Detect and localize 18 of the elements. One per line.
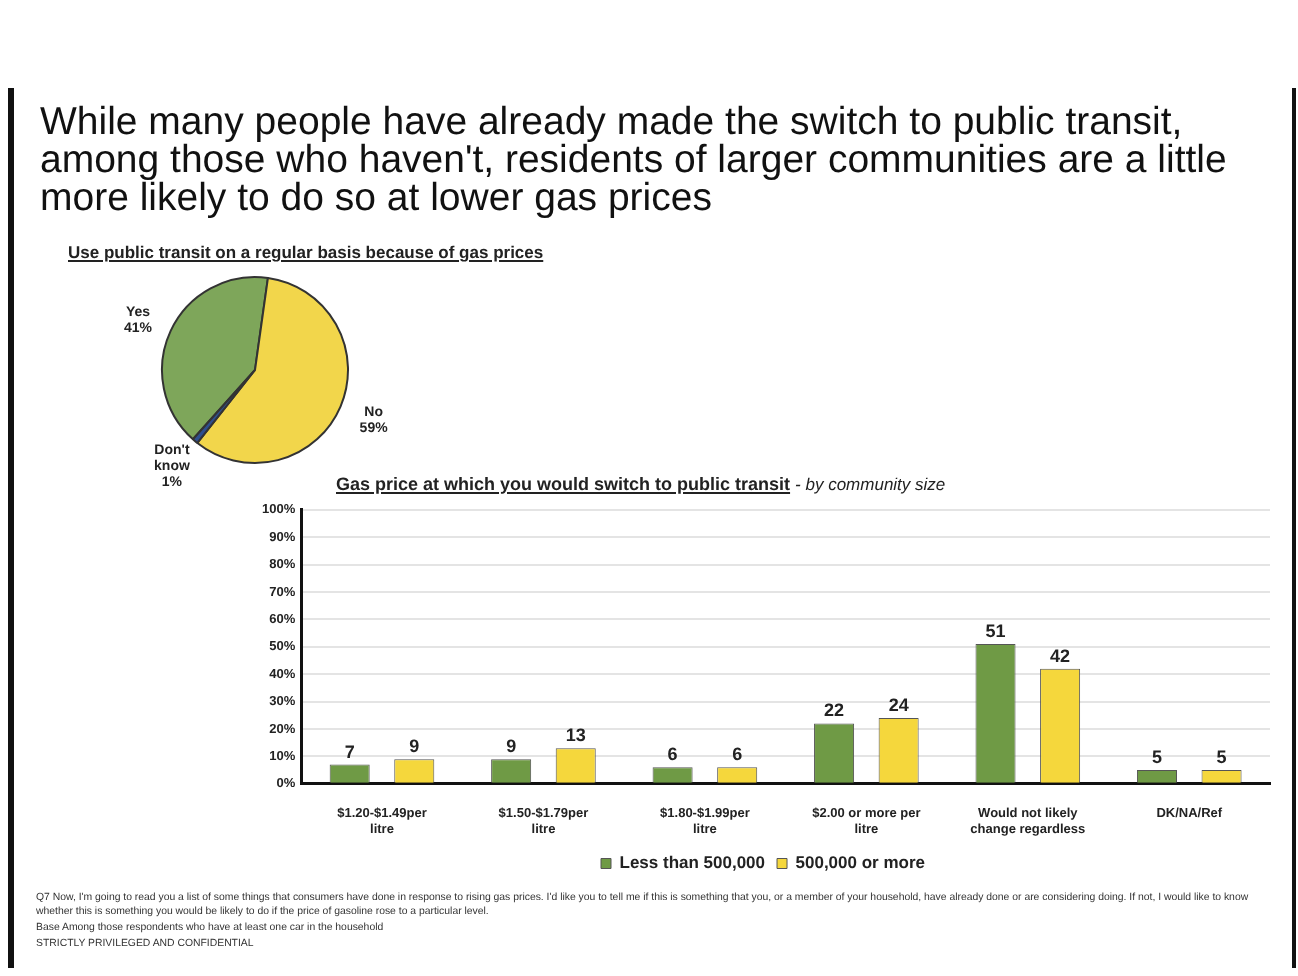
chart-subtitle: - by community size (795, 474, 946, 494)
chart-subtitle: Use public transit on a regular basis because of gas prices (68, 242, 544, 262)
data-label: 9 (409, 736, 420, 757)
data-label: 51 (985, 621, 1006, 642)
data-label: 42 (1050, 645, 1071, 666)
data-label: 24 (888, 695, 909, 716)
data-label: 9 (506, 736, 517, 757)
chart-title: Gas price at which you would switch to public transit (336, 474, 791, 494)
data-label: 7 (344, 741, 355, 762)
data-label: 5 (1216, 747, 1227, 768)
legend-label: 500,000 or more (795, 852, 926, 873)
data-label: 6 (667, 744, 678, 765)
data-label: 13 (565, 725, 586, 746)
text: While many people have already made the switch to public transit, among those who haven't, residents of larger communities are a little more likely to do so at lower gas prices (40, 100, 1229, 220)
data-label: 6 (732, 744, 743, 765)
data-label: 5 (1151, 747, 1162, 768)
data-label: 22 (824, 700, 845, 721)
legend-label: Less than 500,000 (619, 852, 766, 873)
